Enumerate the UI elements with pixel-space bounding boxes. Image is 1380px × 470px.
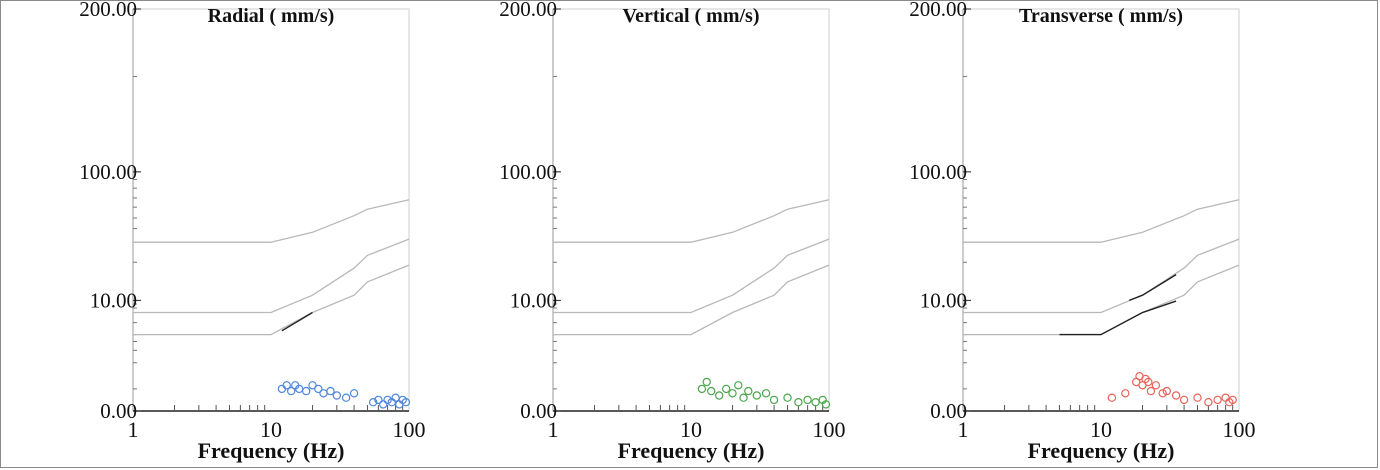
chart-title: Transverse ( mm/s) [1019,5,1183,27]
data-point [282,381,291,390]
data-point [1144,377,1153,387]
data-point [1213,395,1222,405]
data-point [794,398,803,407]
x-tick-label: 10 [260,417,282,442]
x-tick-label: 100 [393,417,426,442]
y-tick-label: 100.00 [499,160,557,184]
data-point [1204,398,1213,407]
highlight-segment-1 [1128,274,1177,302]
x-tick-label: 1 [958,417,969,442]
y-tick-label: 10.00 [510,288,557,312]
data-point [734,381,743,390]
data-point [1121,389,1130,398]
data-point [702,377,711,387]
data-point [302,386,311,396]
data-point [1162,386,1172,396]
y-tick-label: 0.00 [520,399,557,423]
y-tick-label: 0.00 [930,399,967,423]
x-tick-label: 1 [548,417,559,442]
data-point [287,386,296,396]
data-point [821,400,831,409]
x-tick-label: 100 [1223,417,1256,442]
data-point [391,393,400,402]
data-point [1146,386,1156,396]
limit-line-2 [133,238,410,314]
plot-area [962,8,1240,412]
x-tick-label: 10 [1090,417,1112,442]
limit-line-2 [963,238,1240,314]
data-point [1158,389,1167,398]
data-point [401,398,411,407]
y-tick-label: 100.00 [79,160,137,184]
limit-line-3 [553,264,830,336]
highlight-segment-1 [281,311,313,332]
chart-title: Vertical ( mm/s) [623,5,760,27]
limit-line-1 [963,199,1240,243]
x-tick-label: 10 [680,417,702,442]
data-point [379,400,388,409]
data-point [349,389,359,398]
x-tick-label: 1 [128,417,139,442]
data-point [1193,393,1202,402]
data-point [715,391,724,400]
y-tick-label: 200.00 [499,0,557,21]
y-tick-label: 200.00 [79,0,137,21]
chart-panel-1: Radial ( mm/s) 0.00 10.00 100.00 200.00 1 10 10… [79,0,425,463]
data-point [739,393,748,402]
data-point [1151,381,1161,390]
data-point [332,391,341,400]
data-point [783,393,792,402]
limit-line-1 [133,199,410,243]
chart-panel-3: Transverse ( mm/s) 0.00 10.00 100.00 200.00 1… [909,0,1255,463]
chart-title: Radial ( mm/s) [208,5,335,27]
data-point [326,386,335,396]
x-axis-label: Frequency (Hz) [618,438,765,463]
limit-line-3 [133,264,410,336]
data-point [383,395,392,405]
chart-panel-2: Vertical ( mm/s) 0.00 10.00 100.00 200.00 1 10… [499,0,845,463]
plot-area [132,8,410,412]
data-point [744,386,753,396]
data-point [319,389,328,398]
y-tick-label: 200.00 [909,0,967,21]
data-point [1179,395,1189,405]
data-point [308,381,317,390]
data-point [752,391,762,400]
data-point [697,384,707,394]
limit-line-3 [963,264,1240,336]
y-tick-label: 100.00 [909,160,967,184]
data-point [803,395,812,405]
y-tick-label: 10.00 [90,288,137,312]
data-point [1171,391,1181,400]
x-tick-label: 100 [813,417,846,442]
data-point [277,384,287,394]
y-tick-label: 0.00 [100,399,137,423]
data-point [341,393,351,402]
data-point [707,386,716,396]
data-point [811,398,820,407]
data-point [369,398,378,407]
data-point [387,398,396,407]
plot-area [552,8,830,412]
data-point [728,389,737,398]
data-point [769,395,779,405]
x-axis-label: Frequency (Hz) [198,438,345,463]
data-point [761,389,771,398]
data-point [314,384,323,394]
limit-line-2 [553,238,830,314]
highlight-segment-2 [1059,300,1177,336]
data-point [1228,395,1237,405]
data-point [1107,393,1117,402]
x-axis-label: Frequency (Hz) [1028,438,1175,463]
limit-line-1 [553,199,830,243]
y-tick-label: 10.00 [920,288,967,312]
data-point [722,384,731,394]
data-point [374,395,383,405]
